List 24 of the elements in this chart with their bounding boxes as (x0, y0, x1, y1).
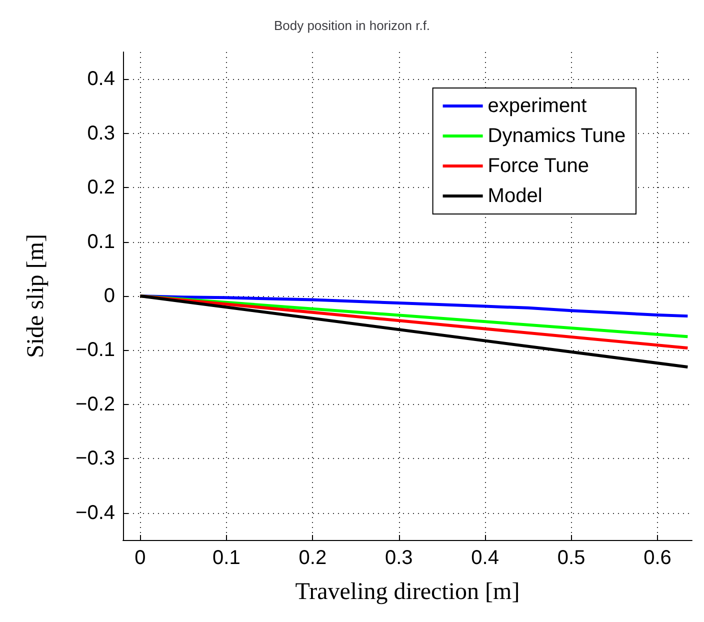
legend-label: Force Tune (488, 155, 589, 177)
x-tick-label: 0.2 (298, 547, 327, 569)
y-tick-label: 0 (104, 285, 115, 307)
y-axis-title: Side slip [m] (23, 234, 49, 358)
y-tick-label: −0.2 (76, 393, 115, 416)
x-axis-title: Traveling direction [m] (295, 579, 520, 605)
y-tick-label: 0.4 (87, 68, 115, 90)
x-tick-label: 0 (134, 547, 146, 569)
x-tick-label: 0.5 (557, 547, 586, 569)
x-tick-label: 0.3 (384, 547, 413, 569)
legend-label: experiment (488, 95, 588, 117)
y-tick-label: 0.1 (87, 230, 115, 253)
legend-label: Dynamics Tune (488, 125, 626, 147)
y-tick-label: −0.1 (76, 339, 115, 362)
y-tick-label: −0.4 (76, 502, 115, 524)
y-tick-label: −0.3 (76, 448, 115, 470)
x-tick-label: 0.4 (471, 547, 499, 569)
y-tick-label: 0.2 (87, 176, 115, 199)
chart-title: Body position in horizon r.f. (274, 18, 430, 33)
legend-label: Model (488, 185, 542, 207)
line-series (138, 294, 690, 318)
x-tick-label: 0.1 (212, 547, 240, 569)
x-tick-label: 0.6 (644, 547, 672, 569)
y-tick-label: 0.3 (87, 122, 115, 144)
